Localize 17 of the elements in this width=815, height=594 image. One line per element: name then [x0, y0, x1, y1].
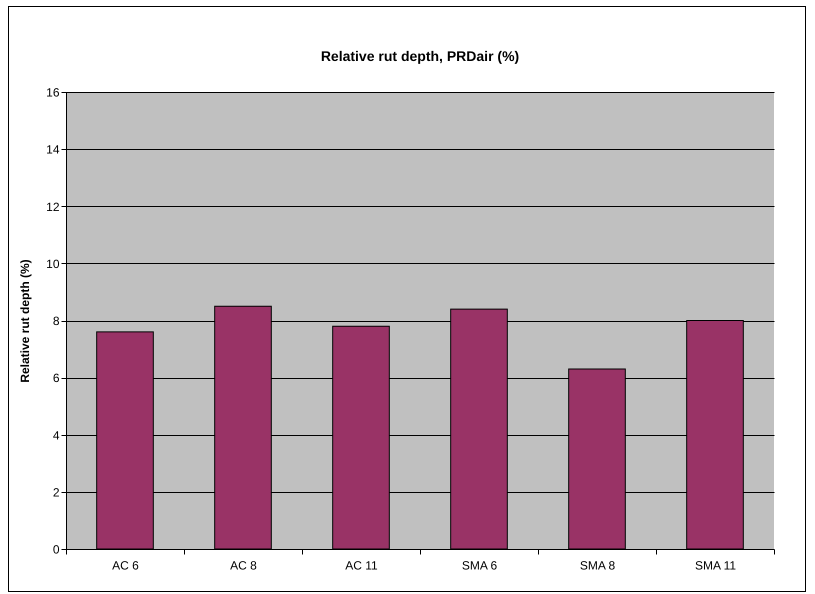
y-tick-label: 6 — [52, 371, 60, 386]
y-tick-label: 8 — [52, 314, 60, 328]
y-tick-label: 16 — [46, 86, 60, 100]
y-tick-label: 10 — [46, 256, 60, 271]
x-tick-label: AC 6 — [112, 558, 140, 572]
y-tick-label: 2 — [52, 485, 60, 500]
y-axis-title: Relative rut depth (%) — [18, 259, 32, 383]
x-tick-label: AC 11 — [345, 558, 378, 572]
y-tick-label: 14 — [46, 142, 60, 157]
chart-title: Relative rut depth, PRDair (%) — [320, 48, 520, 64]
y-tick-label: 0 — [52, 542, 60, 556]
x-tick-label: AC 8 — [230, 558, 258, 572]
y-tick-label: 4 — [52, 428, 60, 442]
x-tick-label: SMA 6 — [462, 558, 498, 572]
x-tick-label: SMA 8 — [580, 558, 616, 572]
x-tick-label: SMA 11 — [694, 558, 736, 572]
y-tick-label: 12 — [46, 200, 60, 214]
